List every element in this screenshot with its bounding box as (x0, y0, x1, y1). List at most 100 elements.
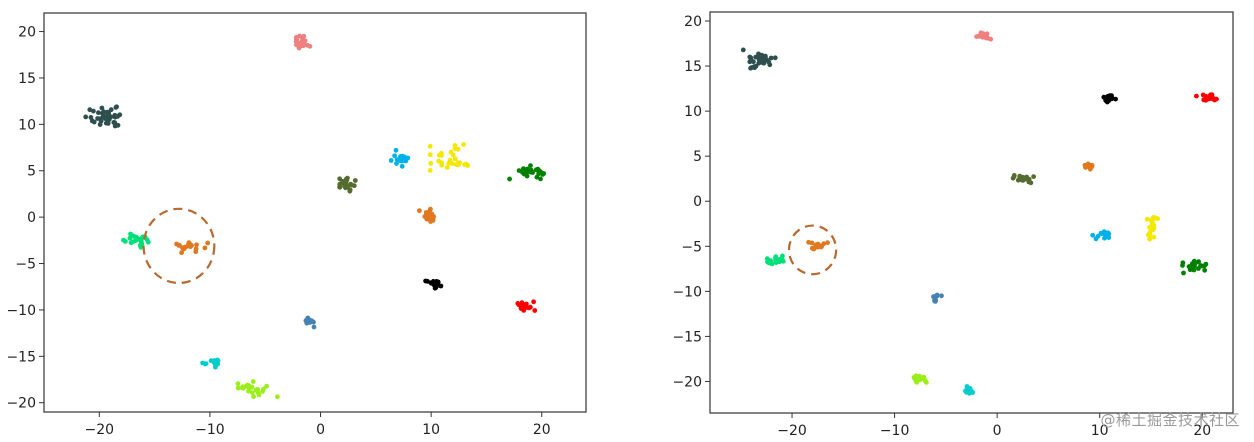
data-point (1155, 216, 1161, 222)
y-tick-label: −5 (15, 257, 36, 273)
data-point (530, 170, 535, 175)
data-point (83, 114, 89, 120)
data-point (985, 35, 991, 41)
data-point (294, 42, 299, 48)
data-point (428, 219, 433, 224)
y-tick-label: 20 (18, 25, 36, 41)
y-tick-label: 15 (684, 59, 702, 75)
plot-area (710, 12, 1233, 413)
data-point (96, 110, 101, 116)
y-tick-label: 5 (27, 164, 36, 180)
data-point (978, 30, 984, 36)
data-point (759, 52, 765, 58)
data-point (764, 256, 770, 262)
data-point (541, 171, 547, 176)
data-point (337, 184, 343, 190)
data-point (394, 157, 400, 163)
data-point (205, 240, 211, 246)
data-point (1015, 177, 1021, 183)
data-point (1090, 232, 1096, 238)
data-point (194, 242, 199, 248)
data-point (1180, 263, 1185, 268)
y-tick-label: 5 (693, 149, 702, 165)
data-point (1147, 225, 1152, 230)
data-point (105, 121, 111, 126)
data-point (1191, 258, 1197, 264)
data-point (1150, 227, 1156, 233)
data-point (534, 174, 540, 180)
data-point (914, 376, 920, 382)
data-point (308, 319, 313, 325)
data-point (235, 381, 241, 387)
data-point (297, 33, 302, 39)
data-point (763, 56, 769, 62)
data-point (751, 59, 756, 65)
data-point (524, 305, 530, 310)
highlight-circle (142, 207, 216, 285)
data-point (115, 122, 121, 128)
data-point (275, 394, 280, 400)
data-point (452, 143, 458, 148)
data-point (95, 116, 100, 121)
data-point (1106, 235, 1112, 241)
axes-frame (43, 12, 587, 413)
x-tick-label: −10 (880, 423, 910, 439)
data-point (531, 299, 536, 305)
data-point (113, 105, 119, 110)
data-point (1151, 216, 1156, 222)
data-point (87, 107, 93, 113)
data-point (1194, 93, 1199, 99)
data-point (343, 176, 349, 182)
axes-frame (709, 11, 1234, 414)
data-point (349, 182, 354, 188)
y-tick-label: 0 (693, 194, 702, 210)
data-point (449, 161, 455, 167)
watermark-text: @稀土掘金技术社区 (1100, 411, 1240, 429)
data-point (521, 171, 527, 177)
data-point (428, 206, 433, 212)
data-point (298, 43, 303, 49)
data-point (1022, 176, 1028, 182)
y-tick-label: 15 (18, 71, 36, 87)
x-tick-label: 20 (1193, 423, 1211, 439)
data-point (1144, 216, 1150, 222)
scatter-panel-left: −20 −10 0 10 20 −20 −15 −10 −5 0 5 10 15 20 (6, 12, 587, 438)
data-point (1101, 229, 1107, 235)
data-point (294, 37, 300, 43)
data-point (427, 152, 433, 158)
data-point (121, 237, 126, 243)
data-point (753, 63, 759, 69)
data-point (980, 34, 986, 40)
data-point (924, 380, 929, 385)
data-point (108, 107, 114, 113)
data-point (507, 176, 512, 182)
data-point (417, 208, 422, 214)
data-point (311, 324, 317, 330)
data-point (749, 65, 755, 70)
data-point (393, 147, 399, 153)
y-tick-label: −20 (6, 396, 36, 412)
data-point (1208, 92, 1213, 98)
data-point (429, 281, 435, 286)
data-point (538, 176, 543, 182)
data-point (131, 234, 137, 239)
data-point (239, 385, 245, 391)
data-point (1095, 233, 1101, 239)
data-point (1105, 230, 1111, 236)
data-point (138, 236, 144, 242)
data-point (446, 160, 452, 166)
data-points (83, 33, 547, 400)
data-point (235, 385, 241, 391)
data-point (519, 305, 525, 310)
data-point (352, 178, 358, 183)
x-tick-label: −10 (195, 422, 225, 438)
data-point (392, 153, 397, 159)
data-point (91, 119, 97, 125)
data-point (532, 308, 538, 313)
data-point (1151, 234, 1157, 240)
data-point (439, 160, 444, 166)
data-point (347, 187, 353, 193)
data-point (1198, 263, 1203, 268)
data-point (301, 33, 307, 39)
data-point (747, 59, 753, 65)
